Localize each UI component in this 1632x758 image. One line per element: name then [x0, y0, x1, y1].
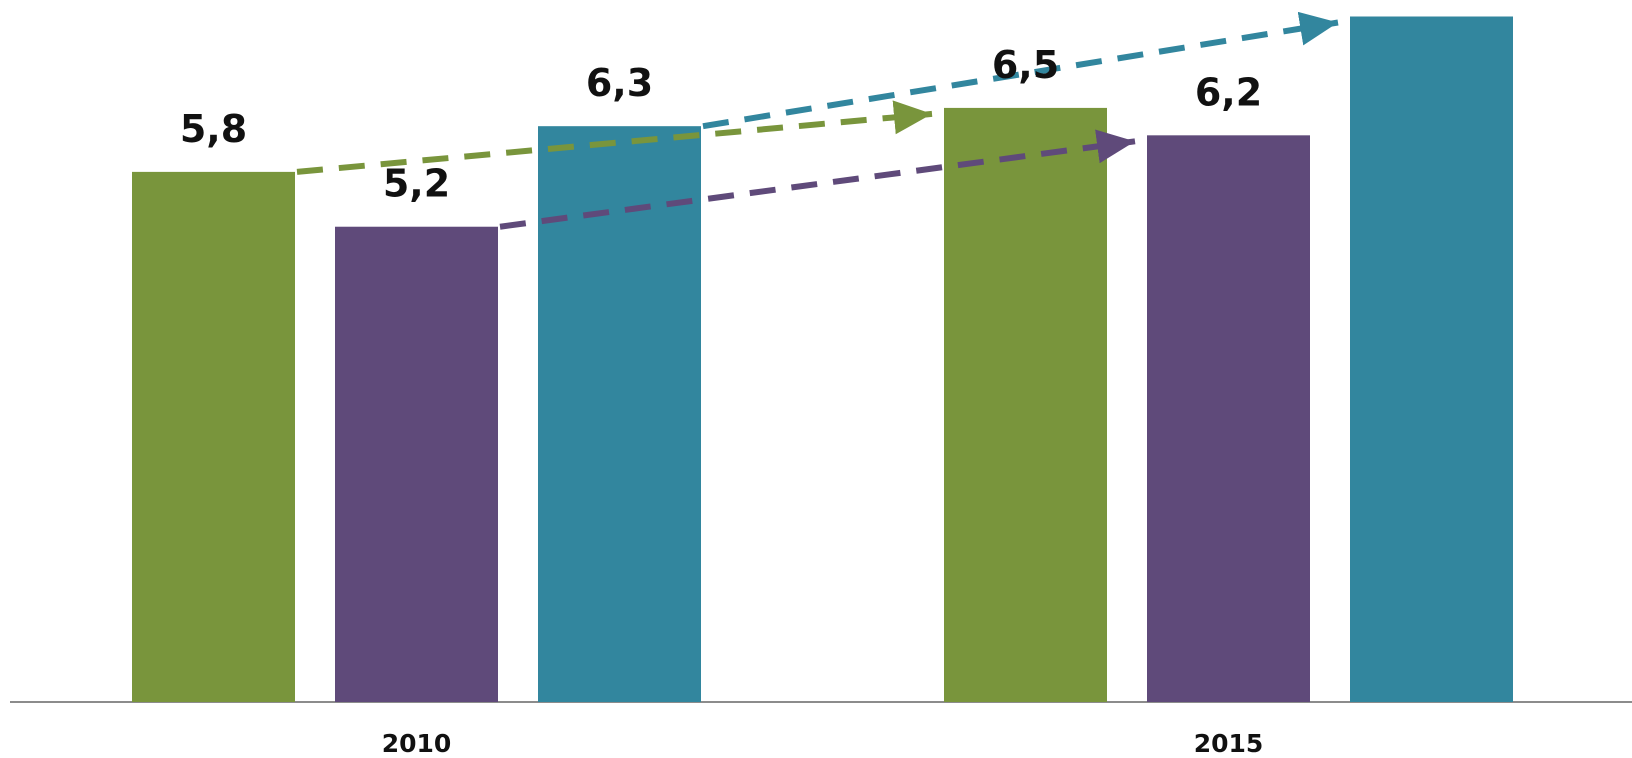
data-label: 6,3	[586, 61, 653, 105]
bars-group	[132, 16, 1513, 703]
trend-arrow	[499, 129, 1136, 230]
category-tick-label: 2015	[1194, 729, 1264, 758]
category-tick-label: 2010	[382, 729, 452, 758]
value-labels-group: 5,85,26,36,56,27,5	[180, 43, 1262, 206]
data-label: 6,5	[992, 43, 1059, 87]
trend-arrow	[296, 100, 933, 175]
bar	[538, 126, 701, 703]
trend-arrows-group	[296, 11, 1339, 230]
trend-arrow	[702, 11, 1339, 130]
bar	[1350, 16, 1513, 702]
bar	[132, 171, 295, 702]
data-label: 5,2	[383, 162, 450, 206]
bar	[335, 226, 498, 702]
bar	[1147, 135, 1310, 702]
data-label: 5,8	[180, 107, 247, 151]
category-labels-group: 2010 2015	[382, 729, 1264, 758]
bar	[944, 107, 1107, 702]
data-label: 6,2	[1195, 70, 1262, 114]
